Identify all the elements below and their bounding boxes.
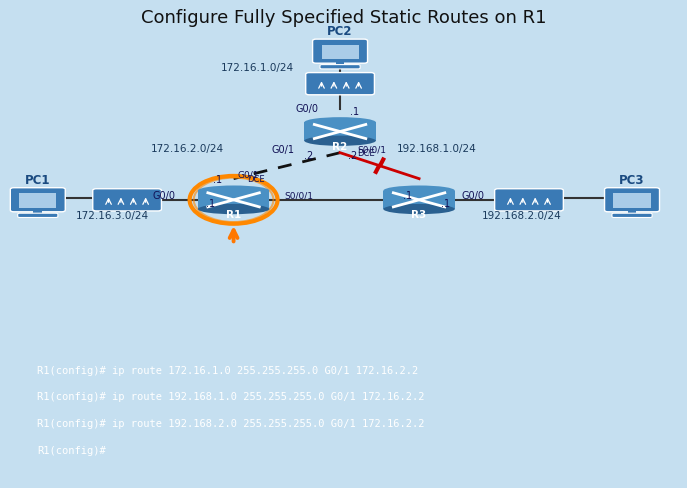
Text: .1: .1 (350, 107, 359, 117)
Text: R3: R3 (412, 210, 427, 220)
Text: R1(config)# ip route 192.168.2.0 255.255.255.0 G0/1 172.16.2.2: R1(config)# ip route 192.168.2.0 255.255… (37, 419, 425, 429)
FancyBboxPatch shape (306, 73, 374, 95)
Ellipse shape (383, 185, 455, 196)
Text: R1(config)# ip route 192.168.1.0 255.255.255.0 G0/1 172.16.2.2: R1(config)# ip route 192.168.1.0 255.255… (37, 392, 425, 403)
FancyBboxPatch shape (19, 193, 56, 208)
Text: G0/0: G0/0 (295, 103, 318, 114)
Text: R1(config)# ip route 172.16.1.0 255.255.255.0 G0/1 172.16.2.2: R1(config)# ip route 172.16.1.0 255.255.… (37, 366, 418, 376)
FancyBboxPatch shape (613, 193, 651, 208)
Text: R2: R2 (333, 142, 348, 152)
FancyBboxPatch shape (18, 213, 58, 218)
Text: .1: .1 (213, 175, 222, 185)
Text: G0/1: G0/1 (271, 145, 294, 155)
FancyBboxPatch shape (320, 64, 360, 69)
FancyBboxPatch shape (383, 191, 455, 209)
FancyBboxPatch shape (93, 189, 161, 211)
Ellipse shape (198, 185, 269, 196)
FancyBboxPatch shape (322, 45, 359, 60)
FancyBboxPatch shape (304, 122, 376, 141)
Ellipse shape (383, 204, 455, 214)
Text: 172.16.1.0/24: 172.16.1.0/24 (221, 63, 294, 73)
Text: .2: .2 (348, 151, 357, 161)
Ellipse shape (304, 136, 376, 146)
Text: 172.16.2.0/24: 172.16.2.0/24 (151, 143, 224, 154)
FancyBboxPatch shape (34, 210, 42, 214)
FancyBboxPatch shape (198, 191, 269, 209)
Text: R1: R1 (226, 210, 241, 220)
Text: S0/0/1: S0/0/1 (284, 191, 313, 200)
FancyBboxPatch shape (10, 188, 65, 212)
FancyBboxPatch shape (628, 210, 636, 214)
Text: .1: .1 (206, 199, 216, 209)
Text: G0/0: G0/0 (153, 191, 175, 201)
FancyBboxPatch shape (336, 61, 344, 65)
FancyBboxPatch shape (612, 213, 652, 218)
Ellipse shape (304, 117, 376, 127)
Text: 192.168.2.0/24: 192.168.2.0/24 (482, 211, 562, 221)
Text: PC3: PC3 (619, 174, 645, 187)
Text: 192.168.1.0/24: 192.168.1.0/24 (396, 143, 476, 154)
Text: PC2: PC2 (327, 25, 353, 38)
Text: .2: .2 (304, 151, 313, 161)
Text: PC1: PC1 (25, 174, 51, 187)
FancyBboxPatch shape (313, 39, 368, 63)
Text: R1(config)#: R1(config)# (37, 446, 106, 456)
Text: DCE: DCE (247, 175, 265, 184)
Text: DCE: DCE (357, 149, 375, 158)
Text: G0/1: G0/1 (238, 171, 259, 180)
FancyBboxPatch shape (605, 188, 660, 212)
Text: Configure Fully Specified Static Routes on R1: Configure Fully Specified Static Routes … (141, 8, 546, 26)
Text: .1: .1 (440, 199, 450, 209)
Text: G0/0: G0/0 (462, 191, 484, 201)
Ellipse shape (198, 204, 269, 214)
Text: 172.16.3.0/24: 172.16.3.0/24 (76, 211, 148, 221)
Text: .1: .1 (403, 191, 412, 201)
Text: S0/0/1: S0/0/1 (357, 145, 386, 154)
FancyBboxPatch shape (495, 189, 563, 211)
